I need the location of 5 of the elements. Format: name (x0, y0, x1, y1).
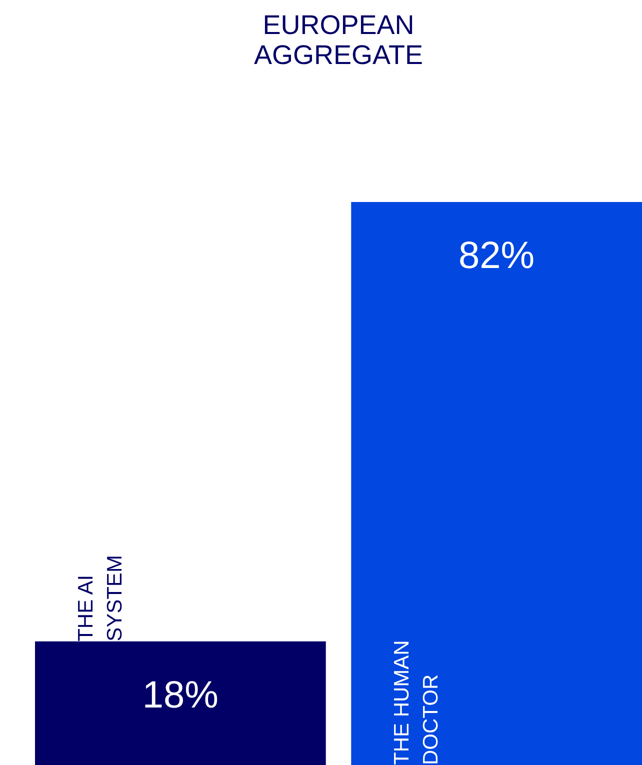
x-tick-label: THE AI SYSTEM (74, 555, 126, 642)
data-label: 82% (458, 235, 535, 277)
data-label: 18% (142, 674, 218, 716)
x-tick-label: THE HUMAN DOCTOR (390, 640, 443, 765)
chart-title: EUROPEAN AGGREGATE (254, 10, 424, 70)
